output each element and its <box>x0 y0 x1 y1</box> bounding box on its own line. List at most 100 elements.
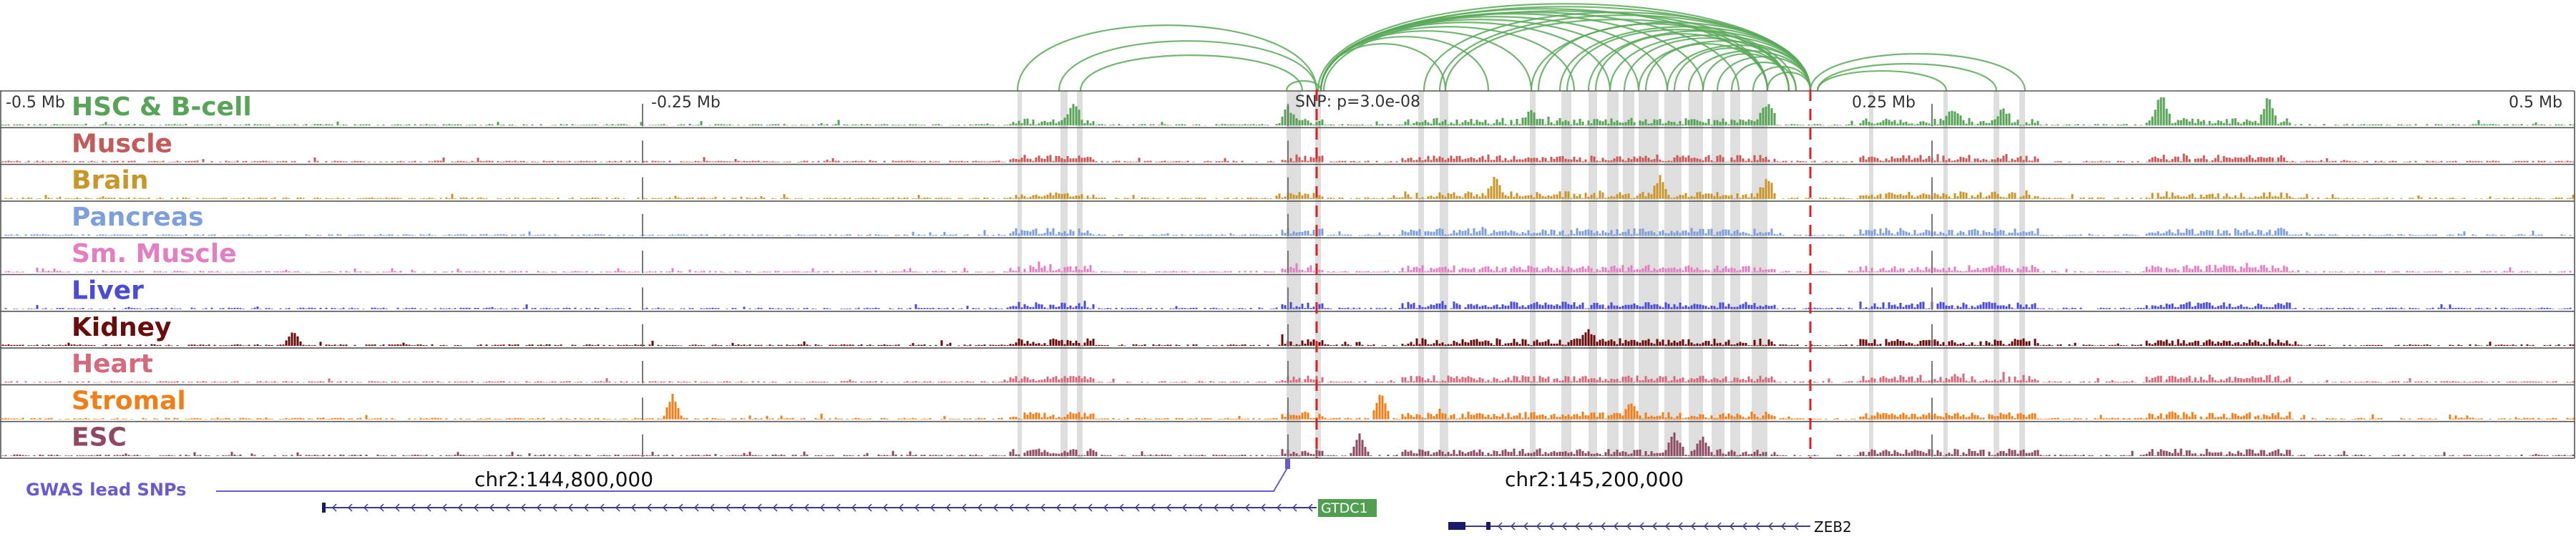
loop-arc <box>1816 63 1998 92</box>
strand-arrow <box>1181 503 1187 512</box>
strand-arrow <box>552 503 557 512</box>
strand-arrow <box>599 503 605 512</box>
signal-track-10 <box>1 432 2575 456</box>
strand-arrow <box>1548 522 1554 531</box>
strand-arrow <box>1742 522 1747 531</box>
strand-arrow <box>1292 503 1297 512</box>
strand-arrow <box>1497 522 1503 531</box>
strand-arrow <box>1587 522 1593 531</box>
strand-arrow <box>347 503 353 512</box>
strand-arrow <box>1613 522 1619 531</box>
strand-arrow <box>1510 522 1516 531</box>
ruler-tick-label-1: -0.5 Mb <box>6 94 65 112</box>
strand-arrow <box>961 503 967 512</box>
strand-arrow <box>1229 503 1234 512</box>
strand-arrow <box>1536 522 1541 531</box>
strand-arrow <box>709 503 715 512</box>
strand-arrow <box>615 503 620 512</box>
strand-arrow <box>678 503 683 512</box>
strand-arrow <box>1008 503 1014 512</box>
strand-arrow <box>662 503 668 512</box>
signal-track-1 <box>1 97 2575 126</box>
loop-arc <box>1766 71 1812 92</box>
strand-arrow <box>977 503 982 512</box>
strand-arrow <box>1780 522 1786 531</box>
loop-arc <box>1319 43 1447 92</box>
track-frame <box>0 90 2575 459</box>
strand-arrow <box>930 503 935 512</box>
track-label-7: Kidney <box>72 313 172 342</box>
snp-marker-lines <box>1315 90 1812 458</box>
strand-arrow <box>1071 503 1077 512</box>
gene-zeb2: ZEB2 <box>1448 518 1852 536</box>
loop-arc <box>1319 26 1576 92</box>
gene-gtdc1: GTDC1 <box>322 499 1377 517</box>
strand-arrow <box>1244 503 1250 512</box>
track-label-8: Heart <box>72 349 153 379</box>
strand-arrow <box>1626 522 1631 531</box>
gene-zeb2-strand-arrows <box>1497 522 1799 531</box>
strand-arrow <box>1561 522 1567 531</box>
strand-arrow <box>1716 522 1722 531</box>
strand-arrow <box>693 503 699 512</box>
signal-track-5 <box>4 261 2572 273</box>
strand-arrow <box>1767 522 1773 531</box>
strand-arrow <box>567 503 573 512</box>
strand-arrow <box>1024 503 1030 512</box>
gene-gtdc1-strand-arrows <box>331 503 1313 512</box>
coordinate-label-1: chr2:144,800,000 <box>474 468 653 491</box>
strand-arrow <box>835 503 841 512</box>
track-label-9: Stromal <box>72 386 186 415</box>
loop-arc <box>1016 24 1318 92</box>
gene-zeb2-label: ZEB2 <box>1814 518 1852 536</box>
strand-arrow <box>363 503 369 512</box>
strand-arrow <box>504 503 510 512</box>
gene-gtdc1-label: GTDC1 <box>1321 500 1368 516</box>
strand-arrow <box>1103 503 1108 512</box>
gwas-snp-marker <box>1285 459 1290 469</box>
track-label-10: ESC <box>72 423 127 453</box>
loop-arc <box>1816 69 1948 92</box>
chromatin-loop-arcs <box>1016 3 2026 92</box>
track-label-6: Liver <box>72 276 144 306</box>
strand-arrow <box>867 503 872 512</box>
gene-gtdc1-label-box <box>1318 499 1377 517</box>
loop-arc <box>1319 21 1611 92</box>
strand-arrow <box>1639 522 1644 531</box>
strand-arrow <box>882 503 888 512</box>
signal-track-9 <box>1 394 2575 420</box>
gene-gtdc1-exon <box>322 503 326 513</box>
strand-arrow <box>1729 522 1735 531</box>
loop-arc <box>1319 36 1490 92</box>
strand-arrow <box>1755 522 1760 531</box>
strand-arrow <box>394 503 400 512</box>
loop-arc <box>1702 53 1790 92</box>
track-label-3: Brain <box>72 166 148 195</box>
signal-track-3 <box>4 175 2575 199</box>
strand-arrow <box>992 503 998 512</box>
strand-arrow <box>914 503 919 512</box>
strand-arrow <box>1690 522 1696 531</box>
gwas-track: GWAS lead SNPs <box>26 459 1290 500</box>
strand-arrow <box>1087 503 1093 512</box>
signal-tracks <box>1 97 2575 456</box>
strand-arrow <box>630 503 636 512</box>
track-labels: HSC & B-cell Muscle Brain Pancreas Sm. Muscl… <box>72 92 252 453</box>
strand-arrow <box>379 503 384 512</box>
strand-arrow <box>1523 522 1528 531</box>
strand-arrow <box>1307 503 1313 512</box>
strand-arrow <box>441 503 447 512</box>
loop-arc <box>1319 6 1812 92</box>
gene-zeb2-exon-2 <box>1486 522 1491 530</box>
strand-arrow <box>1652 522 1657 531</box>
strand-arrow <box>1055 503 1061 512</box>
loop-arc <box>1644 43 1769 92</box>
strand-arrow <box>898 503 904 512</box>
strand-arrow <box>1677 522 1683 531</box>
strand-arrow <box>1134 503 1140 512</box>
track-label-5: Sm. Muscle <box>72 239 237 268</box>
strand-arrow <box>473 503 479 512</box>
strand-arrow <box>1150 503 1156 512</box>
strand-arrow <box>457 503 463 512</box>
